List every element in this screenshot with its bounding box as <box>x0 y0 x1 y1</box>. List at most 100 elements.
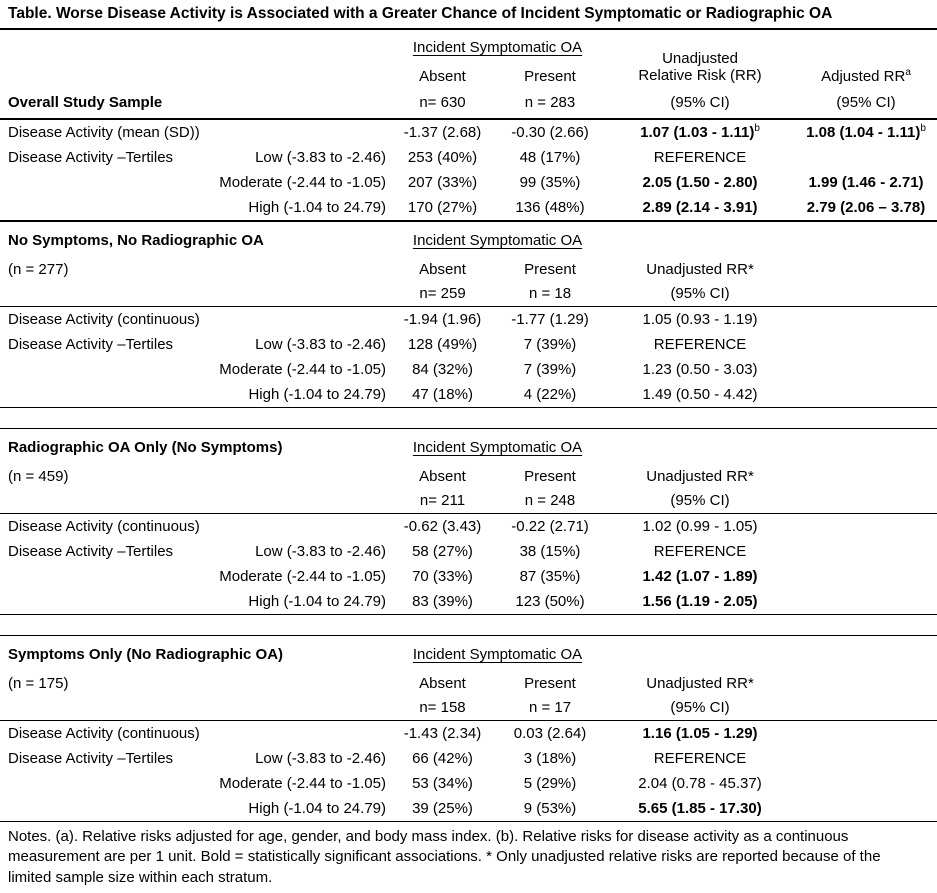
cell-present: 136 (48%) <box>495 194 606 222</box>
section-radiographic-oa-only: Radiographic OA Only (No Symptoms) Incide… <box>0 427 937 615</box>
spacer <box>0 487 390 514</box>
cell-rr: REFERENCE <box>653 542 747 560</box>
incident-oa-header: Incident Symptomatic OA <box>390 222 605 252</box>
n-present: n = 18 <box>495 280 606 307</box>
row-label: Disease Activity (mean (SD)) <box>8 123 200 141</box>
section-symptoms-only: Symptoms Only (No Radiographic OA) Incide… <box>0 634 937 822</box>
superscript: a <box>905 66 911 78</box>
spacer <box>605 222 795 252</box>
present-col-header: Present <box>524 674 576 692</box>
cell-present: -1.77 (1.29) <box>511 310 589 328</box>
incident-oa-header: Incident Symptomatic OA <box>390 30 605 59</box>
cell-adjusted <box>795 795 937 822</box>
present-col-header: Present <box>524 67 576 85</box>
cell-absent: 39 (25%) <box>390 795 495 822</box>
incident-oa-label: Incident Symptomatic OA <box>412 38 583 56</box>
row-label: Disease Activity (continuous) <box>8 310 200 328</box>
data-row: High (-1.04 to 24.79) 47 (18%) 4 (22%) 1.49… <box>0 381 937 408</box>
cell-rr: 2.04 (0.78 - 45.37) <box>638 774 762 792</box>
data-row: Moderate (-2.44 to -1.05) 207 (33%) 99 (35… <box>0 170 937 195</box>
cell-rr: 1.49 (0.50 - 4.42) <box>605 381 796 408</box>
present-col-header: Present <box>524 260 576 278</box>
n-present: n = 248 <box>495 487 606 514</box>
superscript: b <box>754 122 760 134</box>
absent-col-header: Absent <box>419 674 466 692</box>
section-overall-study-sample: Incident Symptomatic OA Unadjusted Relativ… <box>0 30 937 222</box>
data-row: Disease Activity –Tertiles Low (-3.83 to … <box>0 332 937 357</box>
row-label <box>0 357 185 382</box>
spacer <box>0 30 390 59</box>
data-row: High (-1.04 to 24.79) 83 (39%) 123 (50%) 1.… <box>0 588 937 615</box>
spacer <box>795 666 937 695</box>
cell-adjusted <box>795 381 937 408</box>
cell-adjusted <box>795 588 937 615</box>
tertile-label: High (-1.04 to 24.79) <box>185 381 391 408</box>
cell-present: -0.22 (2.71) <box>511 517 589 535</box>
header-row-2: (n = 459) Absent Present Unadjusted RR* <box>0 459 937 488</box>
tertile-label: High (-1.04 to 24.79) <box>185 795 390 822</box>
cell-adjusted: 1.08 (1.04 - 1.11)b <box>806 122 926 141</box>
present-col-header: Present <box>524 467 576 485</box>
row-label <box>0 170 185 195</box>
header-row-1: Incident Symptomatic OA Unadjusted Relativ… <box>0 30 937 85</box>
rr-ci-label: (95% CI) <box>605 487 796 514</box>
data-row: Disease Activity (continuous) -1.94 (1.96… <box>0 306 937 332</box>
table-sections: Incident Symptomatic OA Unadjusted Relativ… <box>0 30 937 822</box>
cell-present: 5 (29%) <box>523 774 577 792</box>
unadjusted-rr-header: Unadjusted Relative Risk (RR) <box>638 49 762 85</box>
row-label: Disease Activity –Tertiles <box>8 542 174 560</box>
spacer <box>795 459 937 488</box>
cell-adjusted <box>795 746 937 771</box>
data-row: Moderate (-2.44 to -1.05) 70 (33%) 87 (35%… <box>0 564 937 589</box>
row-label: Disease Activity (continuous) <box>8 517 200 535</box>
header-row-2: (n = 277) Absent Present Unadjusted RR* <box>0 252 937 281</box>
tertile-label: High (-1.04 to 24.79) <box>185 588 390 615</box>
incident-oa-header: Incident Symptomatic OA <box>390 635 605 666</box>
cell-absent: 66 (42%) <box>412 749 473 767</box>
header-row-2: (n = 175) Absent Present Unadjusted RR* <box>0 666 937 695</box>
tertile-label: Low (-3.83 to -2.46) <box>255 542 386 560</box>
rr-ci-label: (95% CI) <box>605 280 796 307</box>
header-row-1: Radiographic OA Only (No Symptoms) Incide… <box>0 428 937 459</box>
cell-absent: -0.62 (3.43) <box>403 517 482 535</box>
cell-adjusted <box>795 513 937 539</box>
cell-present: 99 (35%) <box>519 173 581 191</box>
section-title: Overall Study Sample <box>0 87 390 120</box>
table-notes: Notes. (a). Relative risks adjusted for … <box>8 827 881 886</box>
cell-present: -0.30 (2.66) <box>511 123 589 141</box>
header-row-3: Overall Study Sample n= 630 n = 283 (95% CI… <box>0 87 937 120</box>
incident-oa-label: Incident Symptomatic OA <box>412 645 583 663</box>
tertile-label: Moderate (-2.44 to -1.05) <box>219 360 387 378</box>
section-title: Symptoms Only (No Radiographic OA) <box>8 645 284 663</box>
adjusted-rr-header: Adjusted RRa <box>821 66 911 85</box>
cell-rr: 1.07 (1.03 - 1.11)b <box>640 122 760 141</box>
incident-oa-header: Incident Symptomatic OA <box>390 428 605 459</box>
absent-col-header: Absent <box>419 67 466 85</box>
n-absent: n= 158 <box>390 694 495 721</box>
tertile-label: Low (-3.83 to -2.46) <box>255 749 386 767</box>
data-row: Disease Activity (continuous) -1.43 (2.34… <box>0 720 937 746</box>
cell-absent: -1.37 (2.68) <box>403 123 482 141</box>
row-label: Disease Activity –Tertiles <box>8 148 174 166</box>
header-row-1: Symptoms Only (No Radiographic OA) Incide… <box>0 635 937 666</box>
tertile-label: Moderate (-2.44 to -1.05) <box>219 774 386 792</box>
n-absent: n= 259 <box>390 280 496 307</box>
cell-adjusted <box>795 332 937 357</box>
data-row: Disease Activity (continuous) -0.62 (3.43… <box>0 513 937 539</box>
section-title: Radiographic OA Only (No Symptoms) <box>8 438 283 456</box>
row-label <box>0 381 185 408</box>
row-label <box>0 588 185 615</box>
spacer <box>0 280 391 307</box>
n-present: n = 283 <box>495 87 606 120</box>
cell-adjusted <box>795 720 937 746</box>
cell-present: 123 (50%) <box>495 588 606 615</box>
tertile-label: Moderate (-2.44 to -1.05) <box>219 567 386 585</box>
rr-ci-label: (95% CI) <box>605 694 796 721</box>
absent-col-header: Absent <box>419 467 466 485</box>
cell-absent: 58 (27%) <box>412 542 473 560</box>
spacer <box>605 635 795 666</box>
spacer <box>605 428 795 459</box>
cell-absent: 170 (27%) <box>390 194 495 222</box>
rr-ci-label: (95% CI) <box>605 87 796 120</box>
cell-rr: 1.05 (0.93 - 1.19) <box>642 310 758 328</box>
